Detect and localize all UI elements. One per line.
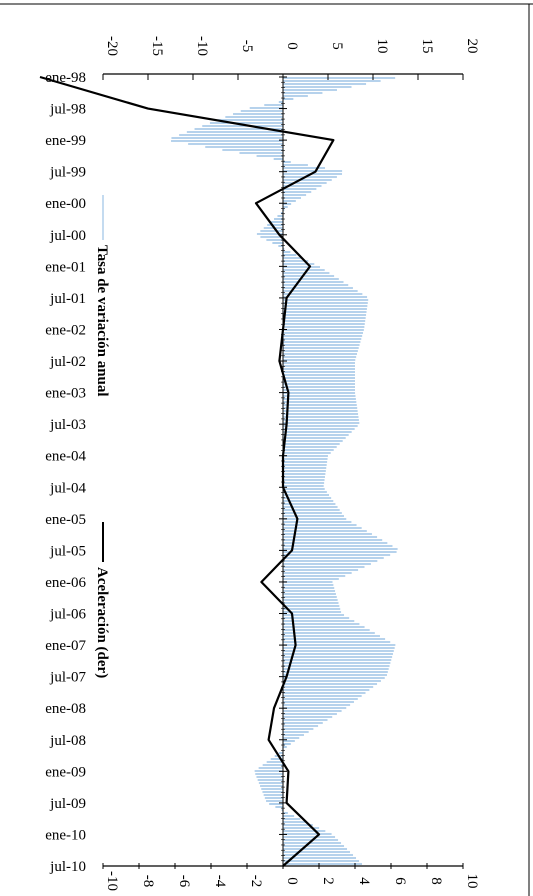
right-axis-tick-label: 8 [428,877,444,885]
category-label-ene-00: ene-00 [45,196,86,212]
right-axis-tick-label: -4 [212,875,228,888]
right-axis-tick-label: -10 [104,871,120,891]
legend-label-annual-rate: Tasa de variación anual [94,245,110,397]
category-label-jul-02: jul-02 [49,354,86,370]
right-axis-tick-label: 10 [464,874,480,889]
category-label-ene-06: ene-06 [45,575,86,591]
tick-labels: -20 -15 -10 -5 0 5 10 15 20-10 -8 -6 -4 -2 0 2 4 6 8 10ene… [45,36,480,891]
category-label-jul-09: jul-09 [49,796,86,812]
category-label-ene-98: ene-98 [45,70,86,86]
left-axis-tick-label: -20 [104,36,120,56]
legend: Tasa de variación anual Aceleración (der) [94,195,110,678]
right-axis-tick-label: -6 [176,875,192,888]
right-axis-tick-label: -8 [140,875,156,888]
category-label-jul-99: jul-99 [49,165,86,181]
category-label-jul-06: jul-06 [49,607,86,623]
category-label-jul-98: jul-98 [49,102,86,118]
category-label-ene-07: ene-07 [45,638,86,654]
right-axis-tick-label: -2 [248,875,264,888]
category-label-jul-01: jul-01 [49,291,86,307]
category-label-ene-03: ene-03 [45,386,86,402]
left-axis-tick-label: 5 [329,42,345,50]
acceleration-line-series [39,75,335,867]
category-label-jul-10: jul-10 [49,859,86,875]
category-label-ene-99: ene-99 [45,133,86,149]
category-label-jul-05: jul-05 [49,543,86,559]
category-label-ene-02: ene-02 [45,322,86,338]
left-axis-tick-label: 10 [374,39,390,54]
category-label-jul-03: jul-03 [49,417,86,433]
category-label-jul-07: jul-07 [49,670,86,686]
category-label-jul-00: jul-00 [49,228,86,244]
category-label-ene-10: ene-10 [45,827,86,843]
right-axis-tick-label: 4 [356,877,372,885]
category-label-ene-01: ene-01 [45,259,86,275]
right-axis-tick-label: 0 [284,877,300,885]
category-label-jul-04: jul-04 [49,480,86,496]
left-axis-tick-label: 15 [419,39,435,54]
legend-label-acceleration: Aceleración (der) [94,567,110,678]
left-axis-tick-label: -15 [149,36,165,56]
category-label-ene-08: ene-08 [45,701,86,717]
left-axis-tick-label: 0 [284,42,300,50]
left-axis-tick-label: 20 [464,39,480,54]
annual-rate-area-series [171,77,398,865]
category-label-ene-05: ene-05 [45,512,86,528]
right-axis-tick-label: 2 [320,877,336,885]
right-axis-tick-label: 6 [392,877,408,885]
acceleration-line [39,75,335,867]
category-label-ene-04: ene-04 [45,449,86,465]
left-axis-tick-label: -10 [194,36,210,56]
left-axis-tick-label: -5 [239,40,255,53]
category-label-ene-09: ene-09 [45,764,86,780]
category-label-jul-08: jul-08 [49,733,86,749]
